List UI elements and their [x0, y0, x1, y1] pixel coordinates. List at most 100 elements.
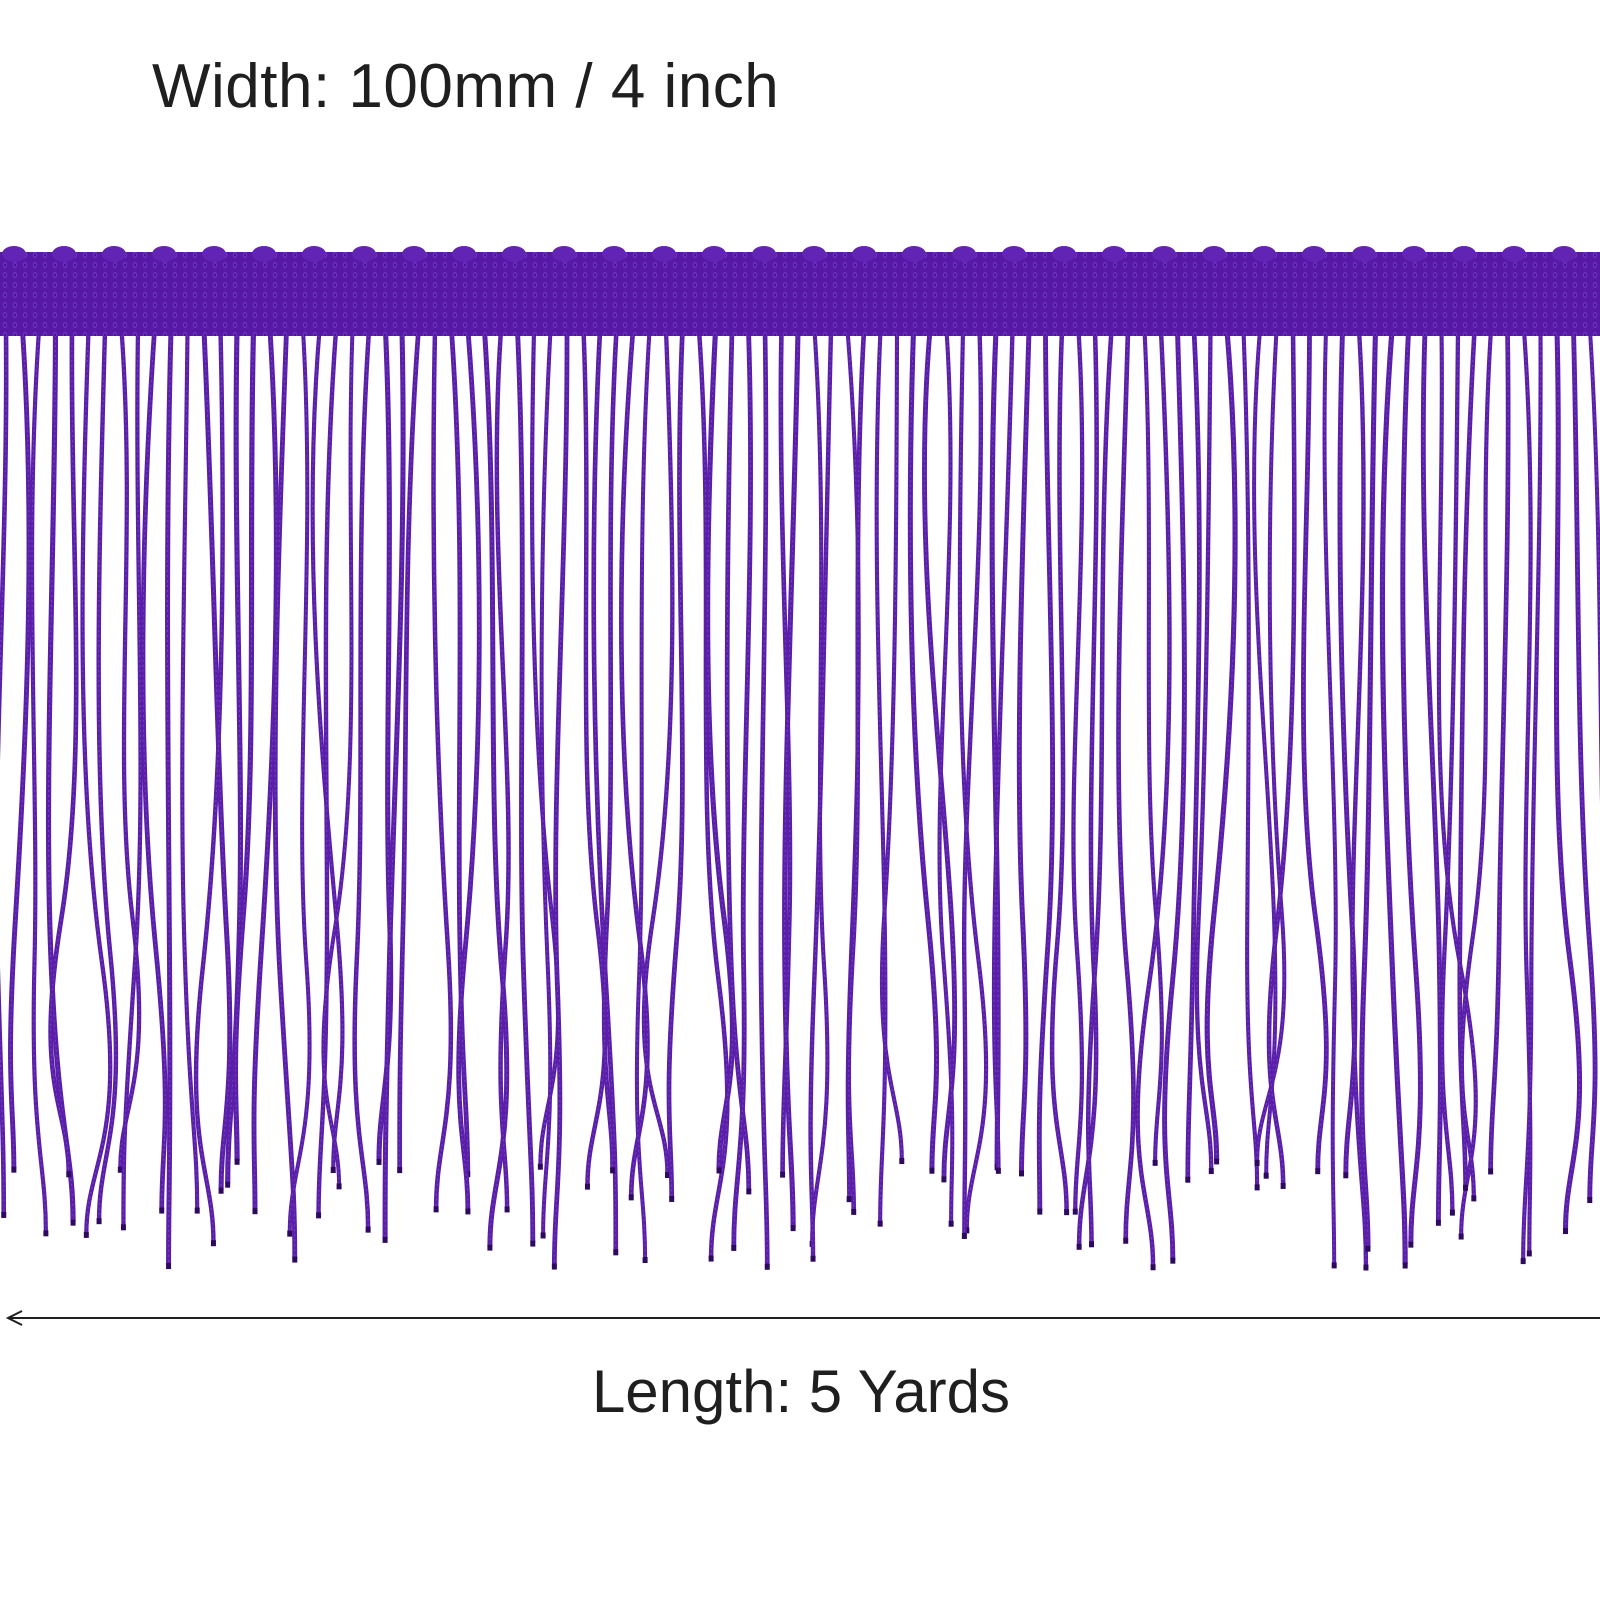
header-scallop	[202, 246, 226, 262]
fringe-strand-highlight	[583, 329, 606, 1186]
fringe-strand-highlight	[1381, 329, 1406, 1265]
fringe-strand-tip	[1526, 1250, 1532, 1257]
fringe-strand-tip	[1018, 1170, 1024, 1177]
fringe-strand	[1142, 329, 1164, 1162]
fringe-strand-tip	[1331, 1262, 1337, 1269]
fringe-strand-highlight	[274, 329, 296, 1259]
fringe-strand-tip	[1280, 1182, 1286, 1189]
fringe-strand	[1488, 329, 1511, 1171]
fringe-strand-tip	[669, 1195, 675, 1202]
fringe-strand-tip	[465, 1208, 471, 1215]
fringe-strand	[1135, 329, 1172, 1267]
header-scallop	[1302, 246, 1326, 262]
header-scallop	[152, 246, 176, 262]
fringe-strand-highlight	[322, 329, 353, 1186]
header-scallop	[702, 246, 726, 262]
fringe-strand-tip	[851, 1208, 857, 1215]
fringe-strand-highlight	[1441, 329, 1459, 1212]
fringe-strand-tip	[746, 1188, 752, 1195]
fringe-strand-tip	[1365, 1245, 1371, 1252]
fringe-strand-tip	[764, 1263, 770, 1270]
fringe-strand	[431, 329, 454, 1209]
fringe-strand-highlight	[1361, 329, 1376, 1248]
fringe-strand-tip	[1, 1211, 7, 1218]
fringe-strand-highlight	[1324, 329, 1337, 1265]
fringe-strand-highlight	[1556, 329, 1581, 1231]
fringe-strand-tip	[948, 1220, 954, 1227]
fringe-strand-tip	[11, 1166, 17, 1173]
fringe-strand	[778, 329, 793, 1174]
fringe-strand-highlight	[760, 329, 768, 1266]
fringe-strand-highlight	[1490, 329, 1509, 1171]
header-scallop	[852, 246, 876, 262]
fringe-strand-tip	[382, 1236, 388, 1243]
header-scallop	[1052, 246, 1076, 262]
header-scallop	[452, 246, 476, 262]
fringe-strand	[1322, 329, 1338, 1265]
fringe-header-band	[0, 246, 1600, 336]
fringe-strand-tip	[1449, 1209, 1455, 1216]
fringe-strand-highlight	[733, 329, 752, 1247]
header-scallop	[52, 246, 76, 262]
fringe-strand-tip	[964, 1227, 970, 1234]
fringe-strand-highlight	[1268, 329, 1295, 1185]
fringe-strand-highlight	[603, 329, 617, 1170]
fringe-strand	[1521, 329, 1543, 1261]
header-scallop	[1152, 246, 1176, 262]
fringe-strand-tip	[225, 1181, 231, 1188]
fringe-strand	[1400, 329, 1423, 1244]
fringe-strand-tip	[1208, 1168, 1214, 1175]
fringe-strand-highlight	[1072, 329, 1083, 1211]
header-scallop	[952, 246, 976, 262]
fringe-strand	[397, 329, 421, 1170]
header-scallop	[752, 246, 776, 262]
fringe-strand-tip	[433, 1206, 439, 1213]
fringe-strand	[1420, 329, 1443, 1222]
fringe-strand-tip	[504, 1206, 510, 1213]
fringe-strand-tip	[397, 1167, 403, 1174]
fringe-strand-highlight	[484, 329, 508, 1247]
fringe-strand	[1350, 329, 1369, 1267]
header-scallop	[1552, 246, 1576, 262]
header-scallop	[1102, 246, 1126, 262]
fringe-strand-tip	[530, 1240, 536, 1247]
fringe-strand-tip	[487, 1244, 493, 1251]
fringe-strand-highlight	[167, 329, 172, 1266]
header-scallop	[1202, 246, 1226, 262]
header-scallop	[502, 246, 526, 262]
fringe-strand-tip	[1123, 1237, 1129, 1244]
fringe-strand-tip	[1315, 1168, 1321, 1175]
fringe-strand-tip	[70, 1219, 76, 1226]
fringe-strand	[1085, 329, 1114, 1244]
fringe-strand-highlight	[458, 329, 480, 1211]
length-dimension-label: Length: 5 Yards	[0, 1362, 1600, 1422]
fringe-strand-highlight	[923, 329, 956, 1179]
fringe-strand	[449, 329, 471, 1174]
fringe-strand	[619, 329, 650, 1197]
fringe-strand-tip	[234, 1158, 240, 1165]
fringe-strand-highlight	[810, 329, 832, 1258]
fringe-strand	[539, 329, 553, 1235]
fringe-strand-highlight	[909, 329, 938, 1170]
fringe-strand	[810, 329, 830, 1243]
fringe-strand-highlight	[1302, 329, 1327, 1171]
fringe-strand-highlight	[31, 329, 47, 1233]
fringe-strand-highlight	[517, 329, 534, 1243]
header-scallop	[1502, 246, 1526, 262]
fringe-strand-tip	[716, 1167, 722, 1174]
fringe-strand-tip	[1458, 1233, 1464, 1240]
fringe-strand	[316, 329, 339, 1215]
fringe-strand-tip	[877, 1220, 883, 1227]
header-scallop	[552, 246, 576, 262]
fringe-strand	[1016, 329, 1032, 1173]
fringe-strand	[80, 329, 113, 1234]
header-scallop	[902, 246, 926, 262]
fringe-strand-tip	[1408, 1241, 1414, 1248]
header-scallop	[302, 246, 326, 262]
fringe-strand-tip	[292, 1256, 298, 1263]
length-arrow	[5, 1310, 1600, 1326]
fringe-strand-highlight	[142, 329, 166, 1210]
fringe-strand-tip	[628, 1194, 634, 1201]
fringe-strand	[1439, 329, 1461, 1212]
